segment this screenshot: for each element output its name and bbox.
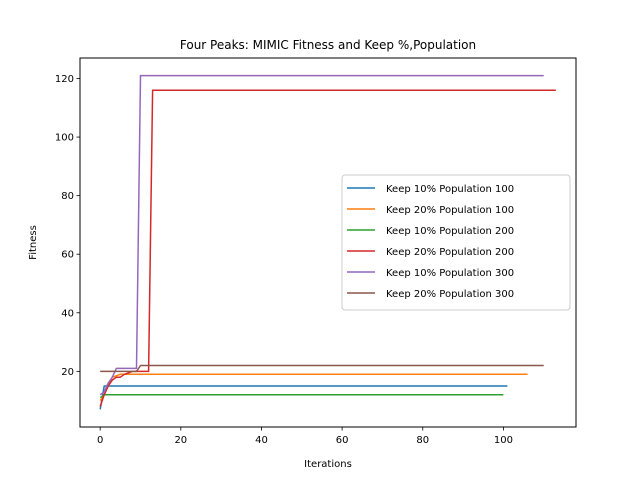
x-tick-label: 80 bbox=[416, 435, 429, 446]
y-axis: 20 40 60 80 100 120 bbox=[55, 74, 80, 378]
y-axis-label: Fitness bbox=[28, 225, 39, 260]
y-tick-label: 120 bbox=[55, 74, 74, 85]
legend-entry-6: Keep 20% Population 300 bbox=[386, 289, 514, 300]
legend-frame bbox=[341, 174, 571, 311]
series-line-1 bbox=[99, 385, 508, 410]
chart-title: Four Peaks: MIMIC Fitness and Keep %,Pop… bbox=[180, 38, 476, 52]
y-tick-label: 40 bbox=[61, 308, 74, 319]
x-axis-label: Iterations bbox=[304, 459, 352, 470]
series-line-5 bbox=[99, 74, 544, 396]
y-tick-label: 100 bbox=[55, 133, 74, 144]
y-tick-label: 20 bbox=[61, 367, 74, 378]
x-tick-label: 40 bbox=[255, 435, 268, 446]
series-line-4 bbox=[99, 89, 556, 407]
series-line-2 bbox=[99, 373, 528, 402]
x-tick-label: 20 bbox=[174, 435, 187, 446]
x-axis: 0 20 40 60 80 100 bbox=[97, 427, 513, 446]
legend-entry-5: Keep 10% Population 300 bbox=[386, 268, 514, 279]
legend-entry-3: Keep 10% Population 200 bbox=[386, 226, 514, 237]
legend-entry-1: Keep 10% Population 100 bbox=[386, 184, 514, 195]
legend-entry-4: Keep 20% Population 200 bbox=[386, 247, 514, 258]
y-tick-label: 60 bbox=[61, 250, 74, 261]
x-tick-label: 60 bbox=[336, 435, 349, 446]
x-tick-label: 100 bbox=[494, 435, 513, 446]
series-line-6 bbox=[100, 364, 544, 373]
series-line-3 bbox=[99, 394, 504, 399]
y-tick-label: 80 bbox=[61, 191, 74, 202]
plot-frame bbox=[79, 57, 577, 428]
legend: Keep 10% Population 100 Keep 20% Populati… bbox=[341, 174, 571, 311]
legend-entry-2: Keep 20% Population 100 bbox=[386, 205, 514, 216]
series-layer bbox=[99, 74, 556, 410]
x-tick-label: 0 bbox=[97, 435, 103, 446]
